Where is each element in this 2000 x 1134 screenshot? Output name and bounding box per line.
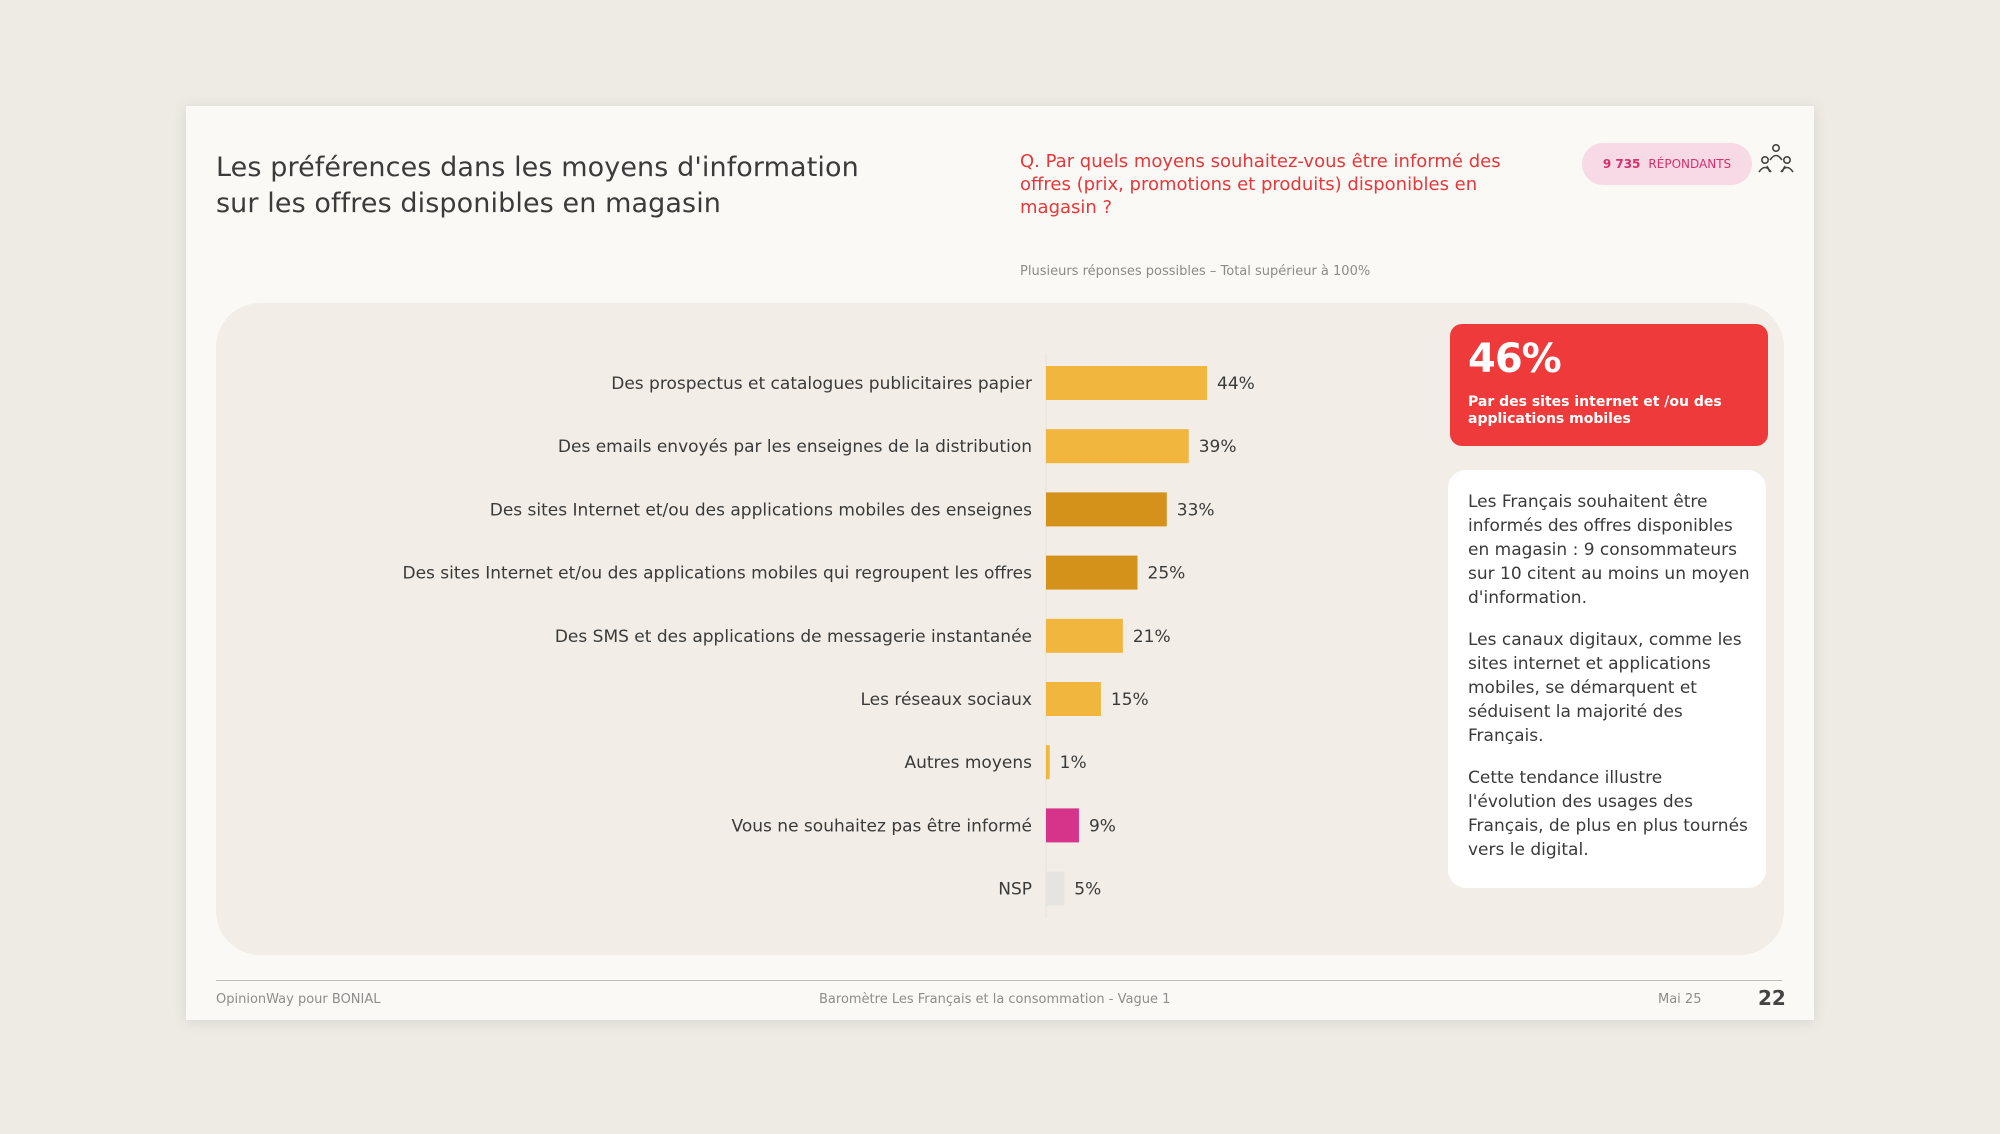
category-label: Autres moyens [904,753,1032,773]
category-label: Les réseaux sociaux [860,690,1032,710]
bar [1046,745,1050,780]
title-line-1: Les préférences dans les moyens d'inform… [216,152,859,183]
value-label: 1% [1060,753,1087,773]
kpi-label: Par des sites internet et /ou des applic… [1468,394,1722,427]
footer-study: Baromètre Les Français et la consommatio… [819,992,1171,1007]
page-title: Les préférences dans les moyens d'inform… [216,150,916,222]
category-label: Des sites Internet et/ou des application… [402,564,1032,584]
value-label: 9% [1089,816,1116,836]
bar [1046,682,1101,716]
footer-divider [216,980,1782,981]
bar [1046,555,1138,590]
insight-paragraph-1: Les Français souhaitent être informés de… [1468,492,1750,608]
value-label: 33% [1177,500,1215,520]
category-label: Des SMS et des applications de messageri… [555,627,1032,647]
bar [1046,808,1079,843]
insight-paragraph-2: Les canaux digitaux, comme les sites int… [1468,630,1742,746]
value-label: 21% [1133,627,1171,647]
category-label: NSP [998,880,1032,900]
value-label: 25% [1148,564,1186,584]
title-line-2: sur les offres disponibles en magasin [216,188,722,219]
footer-date: Mai 25 [1658,992,1702,1007]
category-label: Des prospectus et catalogues publicitair… [611,374,1032,394]
category-label: Des emails envoyés par les enseignes de … [558,437,1032,457]
respondents-badge: 9 735 RÉPONDANTS [1582,143,1752,185]
value-label: 39% [1199,437,1237,457]
category-label: Des sites Internet et/ou des application… [490,500,1032,520]
survey-question: Q. Par quels moyens souhaitez-vous être … [1020,151,1501,218]
value-label: 5% [1074,880,1101,900]
slide: Les préférences dans les moyens d'inform… [186,106,1814,1020]
page-number: 22 [1758,986,1786,1010]
respondents-label: RÉPONDANTS [1648,157,1732,171]
people-group-icon [1758,144,1794,173]
respondents-count: 9 735 [1602,157,1641,171]
bar-chart: Des prospectus et catalogues publicitair… [402,353,1255,919]
insights-box: Les Français souhaitent être informés de… [1448,470,1766,888]
kpi-card: 46% Par des sites internet et /ou des ap… [1450,324,1768,446]
bar [1046,429,1189,464]
bar [1046,618,1123,653]
bar [1046,366,1208,400]
kpi-value: 46% [1468,336,1562,382]
multiple-answers-note: Plusieurs réponses possibles – Total sup… [1020,264,1371,279]
category-label: Vous ne souhaitez pas être informé [732,816,1032,836]
value-label: 44% [1217,374,1255,394]
bar [1046,871,1065,906]
value-label: 15% [1111,690,1149,710]
bar [1046,492,1167,527]
insight-paragraph-3: Cette tendance illustre l'évolution des … [1468,768,1748,860]
footer-source: OpinionWay pour BONIAL [216,992,381,1007]
